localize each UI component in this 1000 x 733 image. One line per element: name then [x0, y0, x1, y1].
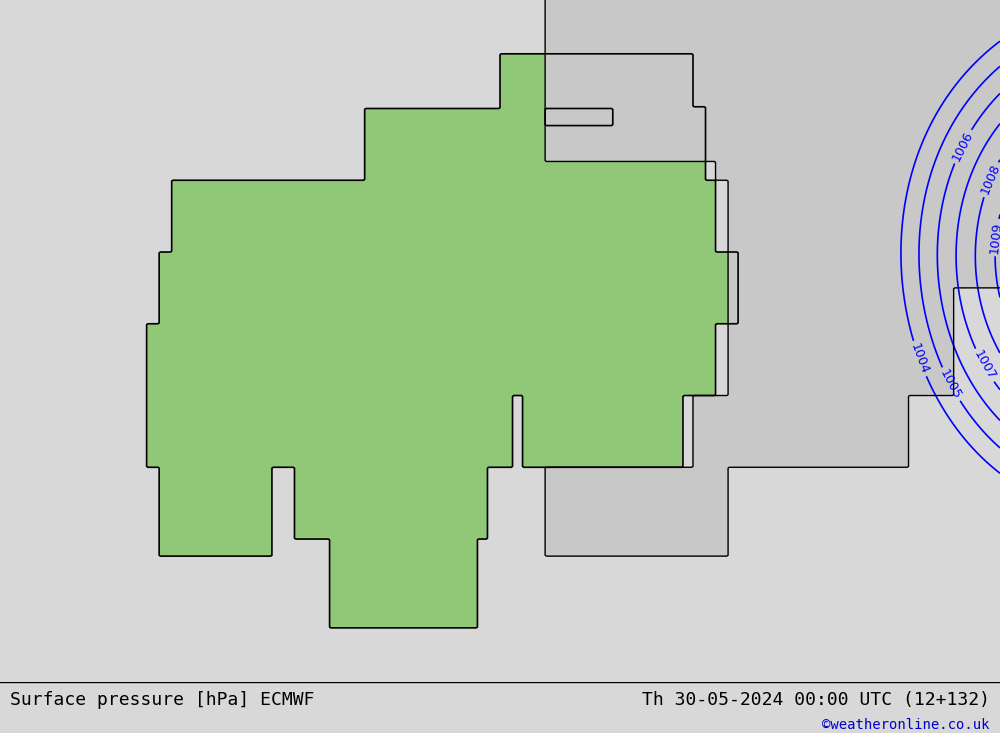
Text: 1007: 1007 [971, 348, 998, 383]
Text: 1009: 1009 [988, 221, 1000, 254]
Text: 1005: 1005 [937, 367, 964, 402]
Text: ©weatheronline.co.uk: ©weatheronline.co.uk [822, 718, 990, 732]
Text: Surface pressure [hPa] ECMWF: Surface pressure [hPa] ECMWF [10, 690, 314, 709]
Text: 1008: 1008 [978, 162, 1000, 196]
Text: 1004: 1004 [908, 342, 931, 376]
Text: Th 30-05-2024 00:00 UTC (12+132): Th 30-05-2024 00:00 UTC (12+132) [642, 690, 990, 709]
Text: 1006: 1006 [949, 129, 975, 163]
